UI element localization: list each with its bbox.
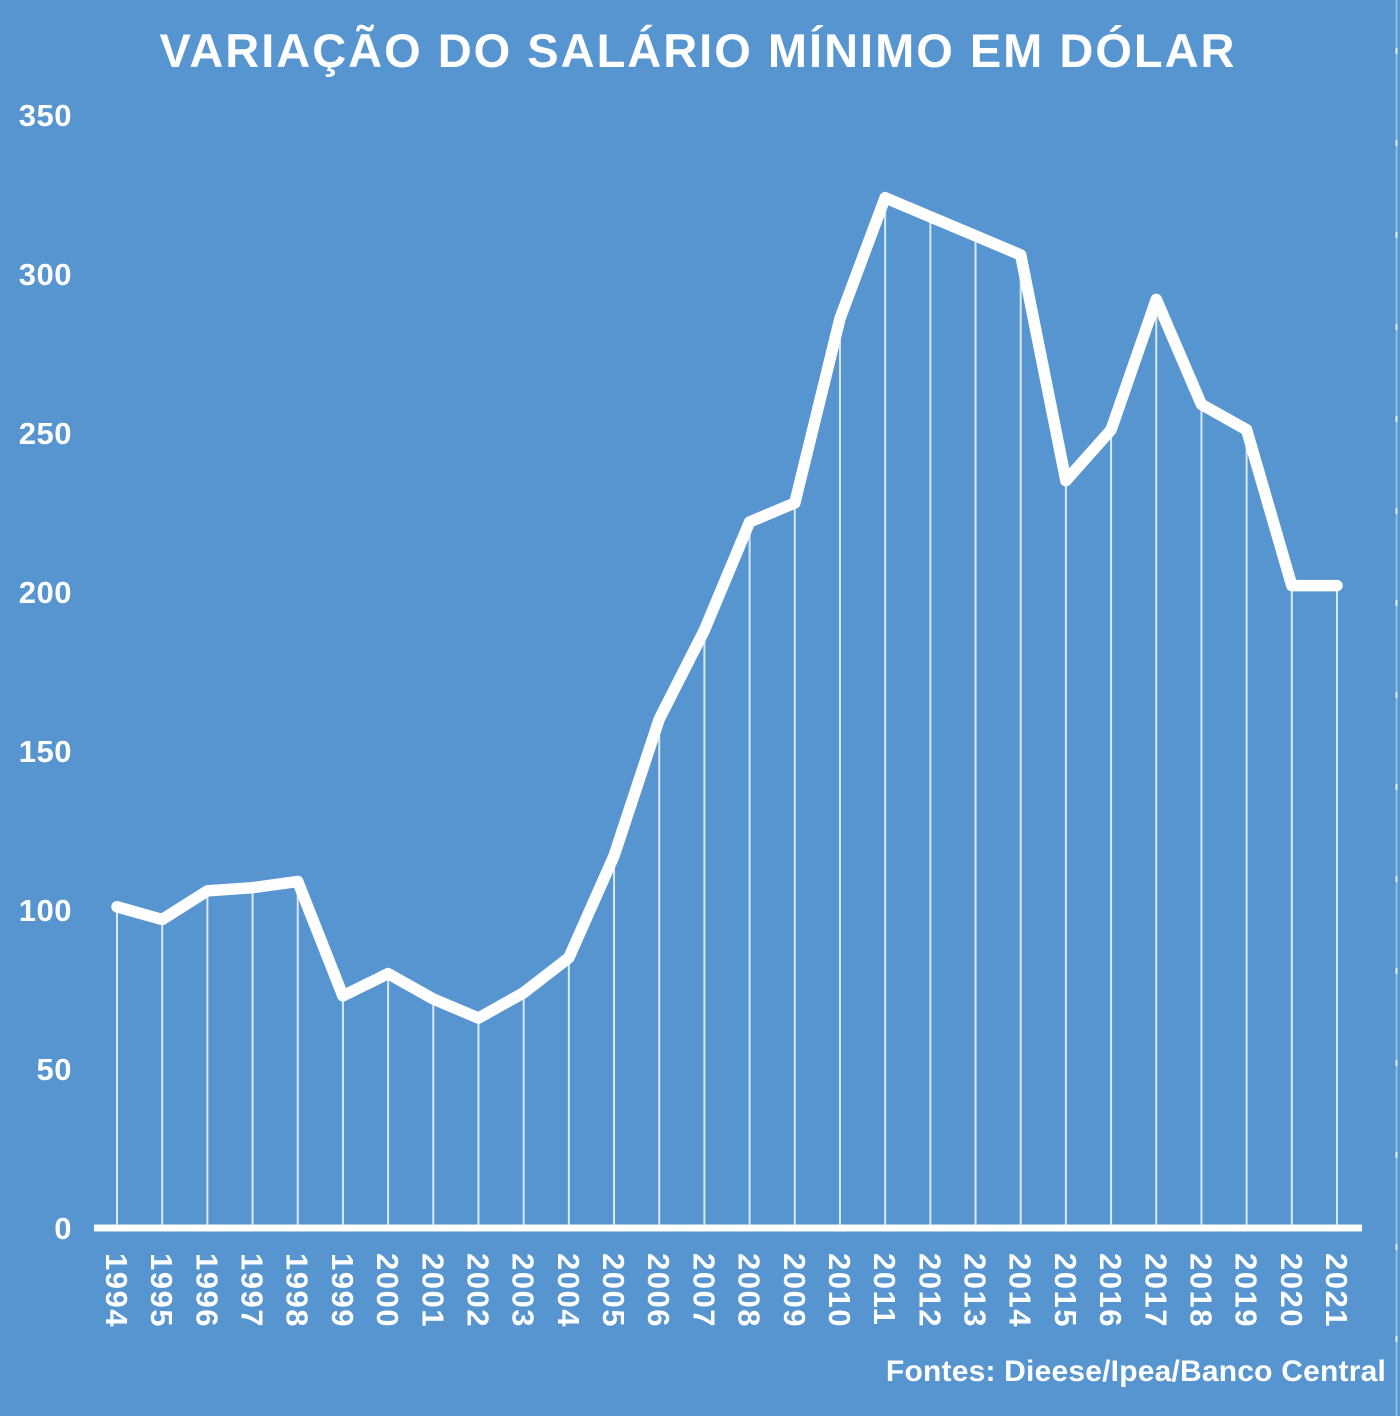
x-axis-label-2004: 2004 [551, 1253, 586, 1328]
x-axis-label-2010: 2010 [822, 1253, 857, 1328]
x-axis-label-1999: 1999 [325, 1253, 360, 1328]
x-axis-label-2014: 2014 [1003, 1253, 1038, 1328]
y-axis-label-50: 50 [37, 1052, 72, 1087]
x-axis-label-2002: 2002 [461, 1253, 496, 1328]
x-axis-label-2009: 2009 [777, 1253, 812, 1328]
x-axis-label-2008: 2008 [732, 1253, 767, 1328]
y-axis-label-0: 0 [54, 1211, 72, 1246]
series-line [111, 191, 1343, 1024]
y-axis-label-250: 250 [19, 416, 72, 451]
x-axis-label-2019: 2019 [1229, 1253, 1264, 1328]
x-axis-label-1995: 1995 [144, 1253, 179, 1328]
y-axis-labels-group: 0 50 100 150 200 250 300 350 [19, 98, 72, 1246]
source-note: Fontes: Dieese/Ipea/Banco Central [886, 1355, 1386, 1388]
x-axis-label-2015: 2015 [1048, 1253, 1083, 1328]
y-axis-label-200: 200 [19, 575, 72, 610]
x-axis-label-2017: 2017 [1138, 1253, 1173, 1328]
x-axis-label-2021: 2021 [1319, 1253, 1354, 1328]
x-axis-label-2020: 2020 [1274, 1253, 1309, 1328]
x-axis-label-2012: 2012 [912, 1253, 947, 1328]
chart-title: VARIAÇÃO DO SALÁRIO MÍNIMO EM DÓLAR [160, 24, 1237, 77]
x-axis-label-2000: 2000 [370, 1253, 405, 1328]
droplines-group [116, 199, 1338, 1225]
x-axis-label-2018: 2018 [1183, 1253, 1218, 1328]
x-axis-label-1997: 1997 [235, 1253, 270, 1328]
y-axis-label-350: 350 [19, 98, 72, 133]
x-axis-label-1996: 1996 [189, 1253, 224, 1328]
y-axis-label-150: 150 [19, 734, 72, 769]
y-axis-label-100: 100 [19, 893, 72, 928]
x-axis-label-2013: 2013 [958, 1253, 993, 1328]
x-axis-labels-group: 1994 1995 1996 1997 1998 1999 2000 2001 2002 2003… [99, 1253, 1354, 1328]
x-axis-label-2007: 2007 [686, 1253, 721, 1328]
x-axis-label-2006: 2006 [641, 1253, 676, 1328]
x-axis-label-2011: 2011 [867, 1253, 902, 1326]
y-axis-label-300: 300 [19, 257, 72, 292]
x-axis-label-2003: 2003 [506, 1253, 541, 1328]
x-axis-label-2001: 2001 [415, 1253, 450, 1328]
x-axis-label-1994: 1994 [99, 1253, 134, 1328]
x-axis-label-1998: 1998 [280, 1253, 315, 1328]
x-axis-label-2005: 2005 [596, 1253, 631, 1328]
x-axis-label-2016: 2016 [1093, 1253, 1128, 1328]
